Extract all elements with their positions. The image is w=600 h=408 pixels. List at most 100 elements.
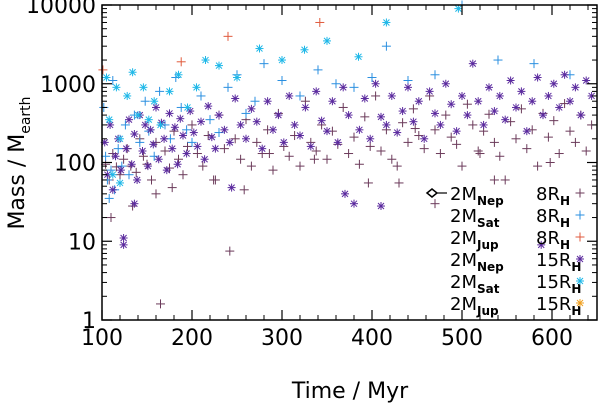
data-point [371,79,380,88]
data-point [290,120,299,129]
data-point [565,126,575,136]
data-point [198,161,208,171]
data-point [223,82,233,92]
data-point [149,140,158,149]
y-tick-label: 10000 [26,0,96,19]
data-point [116,134,124,143]
data-point [473,146,483,156]
data-point [155,86,165,96]
data-point [420,134,429,143]
data-point [436,120,445,129]
data-point [365,141,375,151]
data-point [138,146,147,155]
data-point [179,131,187,140]
x-tick-label: 300 [261,326,303,351]
data-point [230,134,240,144]
data-point [377,112,385,121]
data-point [150,97,159,106]
data-point [295,161,305,171]
data-point [108,185,117,194]
data-point [409,117,418,126]
data-point [233,73,241,82]
data-point [165,87,174,96]
data-point [174,70,183,79]
data-point [269,125,277,134]
y-tick-label: 1000 [40,73,96,98]
data-point [296,131,304,140]
data-point [168,144,177,153]
data-point [549,116,559,126]
data-point [341,189,349,198]
data-point [236,120,245,129]
data-point [349,82,359,92]
data-point [398,107,407,116]
data-point [430,70,440,80]
y-tick-label: 1 [82,309,96,334]
data-point [462,99,472,109]
data-point [108,75,118,85]
x-axis-title: Time / Myr [291,379,409,404]
x-tick-label: 100 [81,326,123,351]
legend-entry-label: 2MSat 8RH [450,206,570,230]
data-point [479,120,488,129]
data-point [516,104,526,114]
data-point [207,133,216,142]
data-point [393,128,402,137]
data-point [360,112,370,122]
data-point [215,111,223,120]
x-tick-label: 400 [351,326,393,351]
data-point [122,144,131,153]
data-point [231,94,240,103]
data-point [225,138,234,147]
data-point [116,166,125,175]
data-point [236,154,246,164]
data-point [349,132,359,142]
data-point [301,103,310,112]
data-point [201,56,210,65]
y-axis-title: Mass / Mearth [5,96,34,229]
data-point [151,189,161,199]
data-point [220,125,229,134]
data-point [242,134,250,143]
data-point [489,137,499,147]
data-point [533,161,543,171]
data-point [160,146,170,156]
data-point [116,178,124,187]
data-point [215,61,223,70]
data-point [495,151,505,161]
legend-entry-label: 2MNep 8RH [450,184,570,208]
data-point [313,65,323,75]
data-point [493,55,503,65]
data-point [452,127,461,136]
data-point [174,154,183,164]
data-point [156,120,165,129]
data-point [522,144,532,154]
data-point [134,111,142,120]
data-point [360,94,369,103]
data-point [178,170,188,180]
y-axis-title-sub: earth [18,96,34,133]
data-point [312,87,321,96]
data-point [112,83,121,92]
data-point [381,41,391,51]
data-point [128,68,137,77]
data-point [539,111,547,120]
data-point [306,142,315,151]
data-point [250,96,260,106]
data-point [102,73,111,82]
data-point [173,160,182,169]
data-point [130,130,139,139]
data-point [457,161,467,171]
data-point [170,123,179,132]
data-point [566,97,574,106]
data-point [419,144,429,154]
points-layer [98,0,597,309]
data-point [131,167,141,177]
y-axis-title-main: Mass / M [5,134,30,230]
data-point [147,175,156,185]
data-point [500,175,510,185]
data-point [408,104,418,114]
data-point [154,155,163,164]
data-point [441,110,451,120]
data-point [581,146,591,156]
